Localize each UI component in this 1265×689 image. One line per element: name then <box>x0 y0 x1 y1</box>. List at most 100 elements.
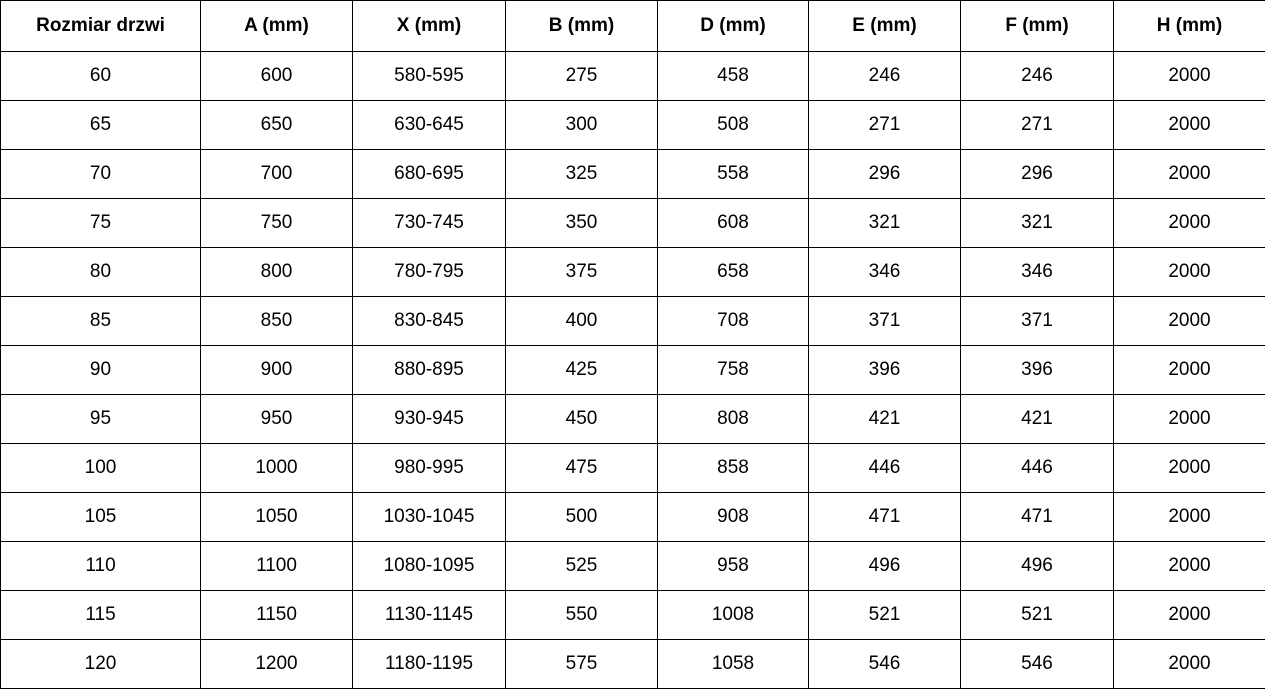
cell-r1-c2: 630-645 <box>353 101 506 150</box>
cell-r2-c0: 70 <box>1 150 201 199</box>
cell-r1-c6: 271 <box>961 101 1114 150</box>
cell-r8-c1: 1000 <box>201 444 353 493</box>
cell-r4-c6: 346 <box>961 248 1114 297</box>
cell-r7-c1: 950 <box>201 395 353 444</box>
column-header-0: Rozmiar drzwi <box>1 1 201 52</box>
cell-r10-c7: 2000 <box>1114 542 1265 591</box>
cell-r8-c3: 475 <box>506 444 658 493</box>
cell-r5-c6: 371 <box>961 297 1114 346</box>
cell-r1-c7: 2000 <box>1114 101 1265 150</box>
cell-r3-c1: 750 <box>201 199 353 248</box>
column-header-2: X (mm) <box>353 1 506 52</box>
cell-r12-c3: 575 <box>506 640 658 689</box>
cell-r5-c1: 850 <box>201 297 353 346</box>
cell-r12-c1: 1200 <box>201 640 353 689</box>
cell-r0-c5: 246 <box>809 52 961 101</box>
cell-r8-c2: 980-995 <box>353 444 506 493</box>
cell-r4-c5: 346 <box>809 248 961 297</box>
cell-r4-c4: 658 <box>658 248 809 297</box>
cell-r0-c6: 246 <box>961 52 1114 101</box>
cell-r4-c0: 80 <box>1 248 201 297</box>
column-header-4: D (mm) <box>658 1 809 52</box>
cell-r10-c5: 496 <box>809 542 961 591</box>
cell-r1-c1: 650 <box>201 101 353 150</box>
column-header-6: F (mm) <box>961 1 1114 52</box>
cell-r9-c0: 105 <box>1 493 201 542</box>
cell-r2-c4: 558 <box>658 150 809 199</box>
cell-r2-c3: 325 <box>506 150 658 199</box>
cell-r0-c7: 2000 <box>1114 52 1265 101</box>
cell-r11-c6: 521 <box>961 591 1114 640</box>
column-header-5: E (mm) <box>809 1 961 52</box>
cell-r9-c2: 1030-1045 <box>353 493 506 542</box>
cell-r9-c7: 2000 <box>1114 493 1265 542</box>
column-header-1: A (mm) <box>201 1 353 52</box>
cell-r8-c6: 446 <box>961 444 1114 493</box>
cell-r6-c5: 396 <box>809 346 961 395</box>
cell-r10-c3: 525 <box>506 542 658 591</box>
cell-r7-c0: 95 <box>1 395 201 444</box>
cell-r12-c0: 120 <box>1 640 201 689</box>
cell-r12-c2: 1180-1195 <box>353 640 506 689</box>
cell-r3-c6: 321 <box>961 199 1114 248</box>
cell-r7-c2: 930-945 <box>353 395 506 444</box>
cell-r7-c3: 450 <box>506 395 658 444</box>
cell-r4-c2: 780-795 <box>353 248 506 297</box>
cell-r6-c6: 396 <box>961 346 1114 395</box>
cell-r3-c0: 75 <box>1 199 201 248</box>
cell-r1-c3: 300 <box>506 101 658 150</box>
cell-r3-c4: 608 <box>658 199 809 248</box>
cell-r7-c5: 421 <box>809 395 961 444</box>
cell-r0-c4: 458 <box>658 52 809 101</box>
cell-r10-c4: 958 <box>658 542 809 591</box>
cell-r6-c1: 900 <box>201 346 353 395</box>
cell-r8-c4: 858 <box>658 444 809 493</box>
cell-r5-c2: 830-845 <box>353 297 506 346</box>
cell-r7-c6: 421 <box>961 395 1114 444</box>
cell-r8-c0: 100 <box>1 444 201 493</box>
cell-r11-c5: 521 <box>809 591 961 640</box>
column-header-3: B (mm) <box>506 1 658 52</box>
cell-r9-c5: 471 <box>809 493 961 542</box>
cell-r9-c3: 500 <box>506 493 658 542</box>
cell-r3-c7: 2000 <box>1114 199 1265 248</box>
cell-r5-c3: 400 <box>506 297 658 346</box>
cell-r9-c6: 471 <box>961 493 1114 542</box>
cell-r5-c0: 85 <box>1 297 201 346</box>
cell-r8-c5: 446 <box>809 444 961 493</box>
cell-r12-c7: 2000 <box>1114 640 1265 689</box>
cell-r0-c1: 600 <box>201 52 353 101</box>
cell-r3-c5: 321 <box>809 199 961 248</box>
cell-r12-c6: 546 <box>961 640 1114 689</box>
cell-r6-c2: 880-895 <box>353 346 506 395</box>
cell-r5-c4: 708 <box>658 297 809 346</box>
cell-r4-c3: 375 <box>506 248 658 297</box>
cell-r11-c1: 1150 <box>201 591 353 640</box>
cell-r7-c7: 2000 <box>1114 395 1265 444</box>
cell-r2-c2: 680-695 <box>353 150 506 199</box>
cell-r2-c5: 296 <box>809 150 961 199</box>
cell-r11-c3: 550 <box>506 591 658 640</box>
cell-r3-c3: 350 <box>506 199 658 248</box>
cell-r11-c2: 1130-1145 <box>353 591 506 640</box>
cell-r5-c5: 371 <box>809 297 961 346</box>
cell-r12-c5: 546 <box>809 640 961 689</box>
cell-r4-c7: 2000 <box>1114 248 1265 297</box>
cell-r6-c7: 2000 <box>1114 346 1265 395</box>
